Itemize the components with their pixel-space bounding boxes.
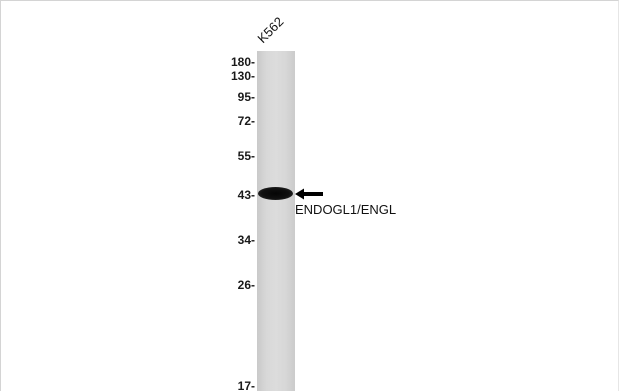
lane-label: K562 [254, 13, 287, 46]
marker-26: 26- [237, 278, 255, 292]
marker-95: 95- [237, 90, 255, 104]
left-arrow-icon [295, 188, 323, 200]
protein-band [258, 187, 293, 200]
marker-43: 43- [237, 188, 255, 202]
marker-130: 130- [230, 69, 255, 83]
marker-180: 180- [230, 55, 255, 69]
blot-lane [257, 51, 295, 391]
target-protein-label: ENDOGL1/ENGL [295, 202, 397, 217]
marker-17: 17- [237, 379, 255, 391]
marker-72: 72- [237, 114, 255, 128]
marker-34: 34- [237, 233, 255, 247]
marker-55: 55- [237, 149, 255, 163]
